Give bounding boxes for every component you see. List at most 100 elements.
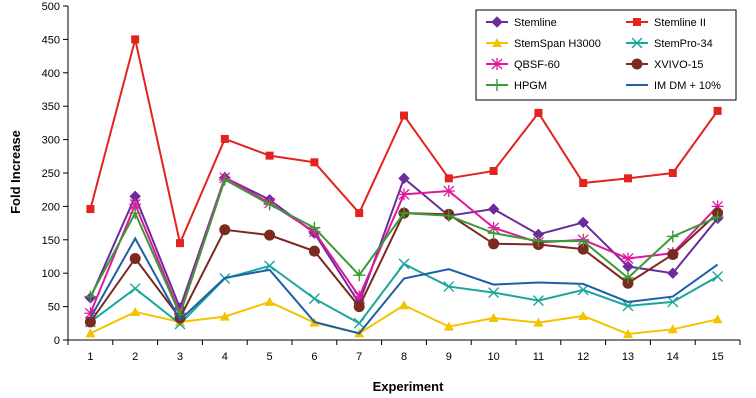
data-point (84, 290, 97, 303)
marker-stroke (264, 260, 276, 272)
data-point (487, 203, 500, 215)
data-point (129, 283, 141, 295)
data-point (712, 314, 723, 324)
data-point (398, 188, 410, 201)
legend-item-im-dm-10: IM DM + 10% (626, 80, 721, 92)
series-line-im-dm-10 (89, 236, 719, 335)
legend-label: Stemline II (654, 17, 706, 29)
x-tick-label: 9 (446, 351, 452, 363)
data-point (218, 173, 231, 186)
data-point (400, 111, 408, 120)
x-tick-label: 8 (401, 351, 407, 363)
data-point (130, 306, 141, 316)
data-point (264, 296, 275, 306)
marker-stroke (398, 258, 410, 270)
data-point (264, 229, 276, 241)
data-point (667, 324, 678, 334)
data-point (398, 258, 410, 270)
data-point (444, 174, 453, 183)
data-point (666, 230, 679, 243)
legend-label: IM DM + 10% (654, 80, 721, 92)
y-tick-label: 400 (42, 68, 60, 80)
legend-label: HPGM (514, 80, 547, 92)
legend-item-hpgm: HPGM (486, 79, 547, 92)
data-point (353, 301, 365, 313)
data-point (578, 310, 589, 320)
data-point (667, 267, 679, 279)
marker-stroke (308, 293, 320, 305)
data-point (534, 108, 543, 117)
data-point (355, 209, 364, 218)
data-point (532, 235, 545, 248)
y-tick-label: 100 (42, 268, 60, 280)
data-point (622, 300, 634, 312)
x-tick-label: 10 (487, 351, 499, 363)
data-point (579, 179, 588, 188)
data-point (489, 166, 498, 175)
data-point (310, 158, 319, 167)
legend-label: XVIVO-15 (654, 59, 704, 71)
data-point (622, 271, 634, 284)
data-point (443, 281, 455, 293)
data-point (398, 207, 410, 220)
marker-stroke (631, 37, 643, 49)
y-axis-title: Fold Increase (8, 130, 23, 214)
legend-marker (491, 16, 503, 28)
y-tick-label: 50 (48, 302, 60, 314)
data-point (577, 284, 589, 296)
data-point (84, 316, 96, 328)
series-im-dm-10 (89, 236, 719, 335)
data-point (668, 169, 677, 177)
data-point (220, 134, 229, 143)
marker-stroke (577, 284, 589, 296)
legend: Stemline Stemline II StemSpan H3000 StemPro… (475, 9, 737, 101)
data-point (667, 296, 679, 308)
series-stemline-ii (86, 35, 722, 248)
data-point (532, 295, 544, 307)
x-tick-label: 12 (577, 351, 589, 363)
legend-marker (631, 58, 643, 70)
x-tick-label: 11 (533, 351, 544, 363)
data-point (713, 106, 722, 115)
legend-label: StemSpan H3000 (514, 38, 601, 50)
data-point (442, 185, 455, 198)
legend-item-xvivo-15: XVIVO-15 (626, 58, 704, 71)
data-point (623, 328, 633, 338)
x-tick-label: 1 (87, 351, 93, 363)
legend-item-stemline-ii: Stemline II (626, 17, 706, 29)
data-point (577, 216, 589, 229)
data-point (622, 260, 634, 273)
data-point (622, 252, 634, 265)
data-point (265, 151, 274, 160)
marker-stroke (532, 295, 544, 307)
y-tick-label: 300 (42, 135, 60, 147)
data-point (667, 248, 679, 260)
x-tick-label: 15 (711, 351, 723, 363)
x-tick-label: 13 (622, 351, 634, 363)
data-point (176, 239, 184, 248)
series-hpgm (84, 173, 724, 321)
y-tick-label: 200 (42, 201, 60, 213)
y-tick-label: 500 (42, 1, 60, 13)
data-point (398, 172, 410, 185)
y-tick-label: 350 (42, 101, 60, 113)
legend-item-stemspan-h3000: StemSpan H3000 (486, 38, 601, 50)
legend-marker (492, 38, 502, 47)
data-point (443, 321, 454, 331)
x-tick-label: 6 (311, 351, 317, 363)
y-tick-label: 250 (42, 168, 60, 180)
data-point (577, 235, 590, 248)
legend-label: QBSF-60 (514, 59, 560, 71)
series-group (84, 35, 724, 338)
x-tick-label: 2 (132, 351, 138, 363)
data-point (399, 300, 409, 310)
data-point (129, 207, 142, 220)
legend-box (475, 9, 737, 101)
x-tick-label: 7 (356, 351, 362, 363)
legend-marker (633, 18, 641, 26)
legend-item-qbsf-60: QBSF-60 (486, 58, 560, 71)
x-tick-label: 3 (177, 351, 183, 363)
